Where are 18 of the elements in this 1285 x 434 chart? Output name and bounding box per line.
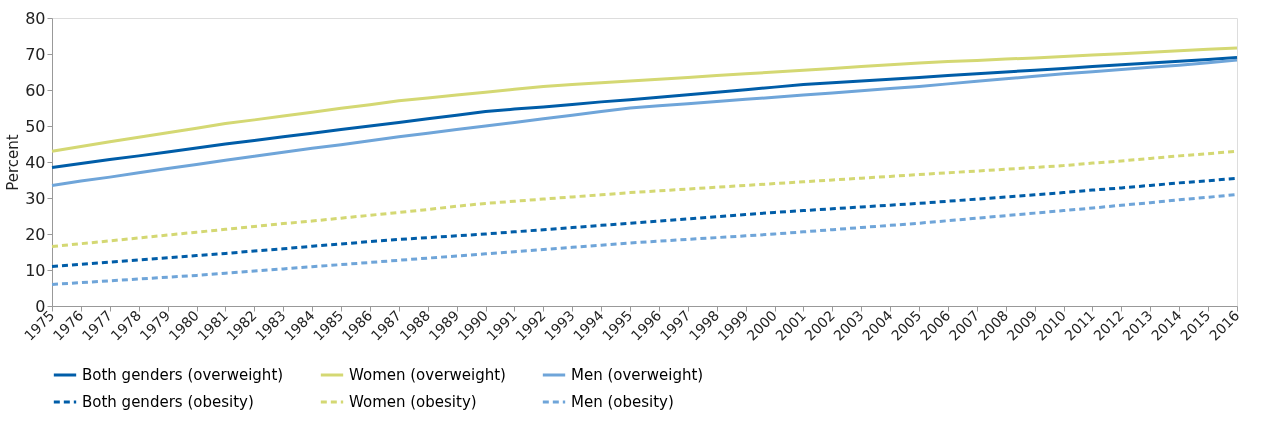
- y-tick-label: 10: [25, 260, 46, 280]
- line-series: [50, 46, 1239, 153]
- y-tick-label: 70: [25, 44, 46, 64]
- legend-label: Women (overweight): [349, 366, 506, 384]
- y-tick-label: 30: [25, 188, 46, 208]
- line-series: [50, 58, 1239, 187]
- y-tick-label: 80: [25, 8, 46, 28]
- y-tick-label: 50: [25, 116, 46, 136]
- y-axis-title: Percent: [4, 134, 23, 191]
- legend-label: Women (obesity): [349, 393, 477, 411]
- y-tick-label: 40: [25, 152, 46, 172]
- legend-label: Both genders (obesity): [82, 393, 254, 411]
- legend-label: Men (overweight): [571, 366, 704, 384]
- legend-label: Men (obesity): [571, 393, 674, 411]
- y-tick-label: 60: [25, 80, 46, 100]
- legend-label: Both genders (overweight): [82, 366, 284, 384]
- line-series: [50, 56, 1239, 169]
- y-tick-label: 20: [25, 224, 46, 244]
